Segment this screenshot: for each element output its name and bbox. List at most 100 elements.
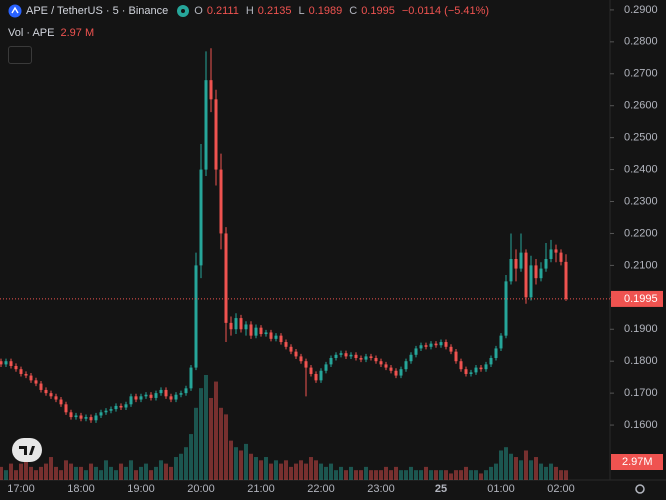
volume-bar [14, 470, 18, 480]
x-tick-label: 20:00 [187, 483, 215, 495]
volume-bar [409, 466, 413, 480]
volume-bar [424, 466, 428, 480]
candle-body [289, 346, 293, 352]
candle-body [179, 393, 183, 395]
volume-bar [334, 470, 338, 480]
volume-bar [189, 434, 193, 480]
volume-bar [139, 466, 143, 480]
candle-body [184, 388, 188, 394]
volume-bar [329, 463, 333, 480]
volume-bar [559, 470, 563, 480]
volume-bar [479, 473, 483, 480]
candle-body [64, 404, 68, 413]
candle-body [294, 351, 298, 357]
volume-bar [539, 463, 543, 480]
volume-bar [544, 466, 548, 480]
volume-bar [504, 447, 508, 480]
volume-bar [454, 470, 458, 480]
volume-bar [9, 463, 13, 480]
volume-bar [449, 473, 453, 480]
volume-bar [159, 460, 163, 480]
candle-body [0, 361, 3, 365]
candle-body [199, 169, 203, 266]
volume-bar [299, 460, 303, 480]
candle-body [194, 265, 198, 368]
candle-body [354, 354, 358, 359]
candle-body [254, 327, 258, 336]
candle-body [154, 393, 158, 398]
open-label: O [194, 5, 203, 17]
volume-bar [399, 470, 403, 480]
volume-bar [39, 466, 43, 480]
candle-body [204, 80, 208, 170]
x-tick-label: 21:00 [247, 483, 275, 495]
volume-bar [209, 397, 213, 480]
candle-body [564, 261, 568, 299]
volume-bar [34, 470, 38, 480]
candle-body [484, 364, 488, 370]
volume-bar [474, 470, 478, 480]
volume-bar [44, 463, 48, 480]
candle-body [389, 367, 393, 371]
last-price-box [611, 290, 663, 307]
volume-bar [379, 470, 383, 480]
candle-body [444, 342, 448, 347]
volume-bar [354, 470, 358, 480]
candle-body [259, 327, 263, 335]
volume-bar [529, 460, 533, 480]
volume-bar [269, 463, 273, 480]
candle-body [464, 369, 468, 374]
candle-body [99, 412, 103, 416]
volume-bar [179, 453, 183, 480]
volume-bar [309, 457, 313, 480]
y-tick-label: 0.1700 [624, 387, 658, 399]
collapse-button[interactable] [8, 46, 32, 64]
candle-body [139, 396, 143, 400]
candle-body [554, 249, 558, 253]
candle-body [339, 353, 343, 355]
volume-value: 2.97 M [60, 27, 95, 39]
candle-body [174, 394, 178, 400]
last-volume-label: 2.97M [622, 456, 653, 468]
volume-bar [99, 470, 103, 480]
candle-body [114, 405, 118, 410]
candle-body [249, 324, 253, 336]
candle-body [469, 372, 473, 374]
candle-body [414, 348, 418, 355]
candle-body [124, 404, 128, 408]
y-tick-label: 0.1800 [624, 355, 658, 367]
close-label: C [349, 5, 358, 17]
candle-body [544, 259, 548, 269]
low-label: L [298, 5, 305, 17]
x-tick-label: 02:00 [547, 483, 575, 495]
volume-bar [114, 470, 118, 480]
volume-bar [369, 470, 373, 480]
x-tick-label: 18:00 [67, 483, 95, 495]
candle-body [284, 342, 288, 347]
volume-bar [464, 466, 468, 480]
volume-bar [219, 407, 223, 480]
x-tick-label: 25 [435, 483, 447, 495]
candle-body [214, 99, 218, 170]
candle-body [479, 367, 483, 370]
candle-body [239, 318, 243, 330]
y-tick-label: 0.2900 [624, 4, 658, 16]
y-tick-label: 0.2100 [624, 259, 658, 271]
settings-icon[interactable] [635, 484, 645, 494]
volume-bar [94, 466, 98, 480]
candle-body [404, 361, 408, 370]
candle-body [274, 335, 278, 339]
candle-body [504, 281, 508, 336]
volume-bar [59, 470, 63, 480]
candle-body [34, 380, 38, 384]
high-label: H [245, 5, 254, 17]
y-tick-label: 0.2300 [624, 195, 658, 207]
volume-bar [414, 470, 418, 480]
candle-body [44, 389, 48, 394]
candle-body [144, 394, 148, 397]
candle-body [129, 396, 133, 405]
high-value: 0.2135 [257, 5, 292, 17]
volume-bar [384, 466, 388, 480]
candle-body [324, 364, 328, 371]
volume-bar [499, 450, 503, 480]
